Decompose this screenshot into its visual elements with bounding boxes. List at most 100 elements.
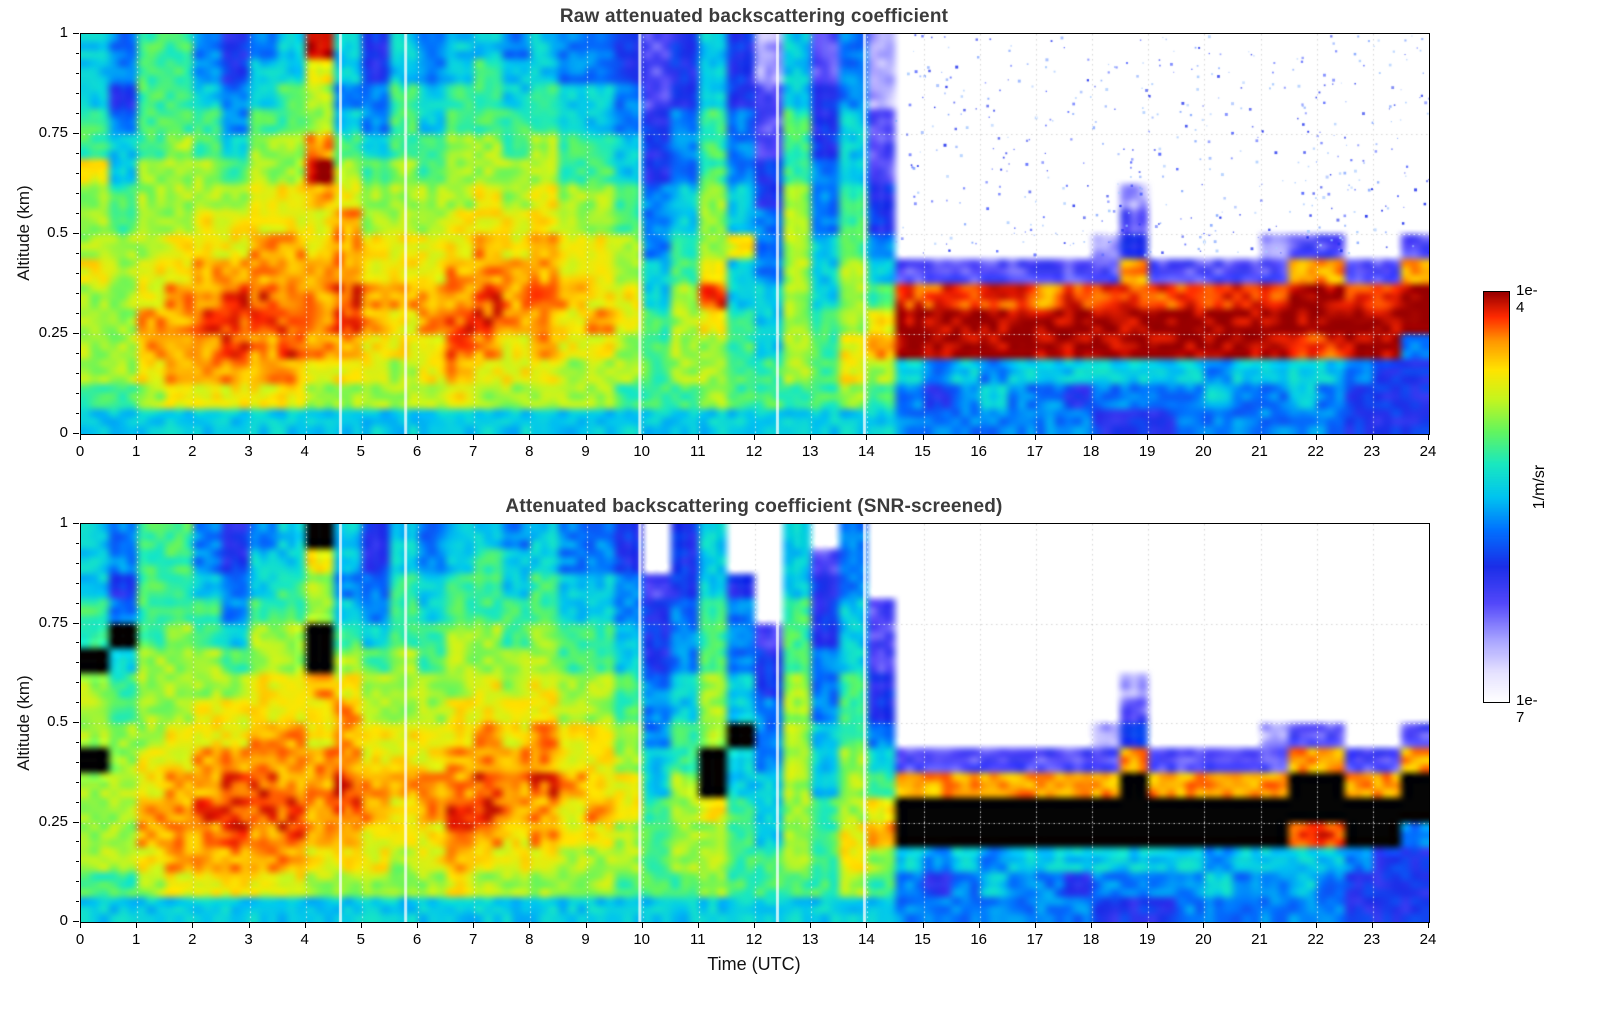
x-tick bbox=[1259, 923, 1261, 928]
screened-panel-title: Attenuated backscattering coefficient (S… bbox=[505, 496, 1003, 517]
y-tick bbox=[73, 133, 79, 134]
x-tick bbox=[1428, 923, 1429, 928]
y-tick-label: 0.75 bbox=[38, 124, 68, 141]
y-tick-label: 0.5 bbox=[47, 713, 68, 730]
x-tick-label: 11 bbox=[690, 443, 706, 460]
x-tick bbox=[1147, 923, 1149, 928]
x-tick bbox=[1371, 923, 1373, 928]
x-tick-label: 14 bbox=[857, 931, 875, 948]
screened-panel-x-ticks: 0 1 2 3 4 5 6 7 8 9 10 11 12 13 14 15 16 17 18 19 20 21 22 23 24 bbox=[76, 923, 1436, 951]
x-tick-label: 10 bbox=[633, 443, 650, 460]
x-tick bbox=[1091, 435, 1092, 440]
y-minor-tick bbox=[76, 213, 79, 214]
y-tick-label: 0.5 bbox=[47, 224, 68, 241]
x-tick bbox=[866, 435, 868, 440]
y-minor-tick bbox=[76, 313, 79, 314]
x-tick-label: 18 bbox=[1082, 931, 1100, 948]
y-minor-tick bbox=[76, 841, 79, 843]
y-minor-tick bbox=[76, 901, 79, 903]
x-tick-label: 1 bbox=[131, 931, 141, 948]
y-minor-tick bbox=[76, 93, 79, 94]
x-tick-label: 0 bbox=[75, 443, 85, 460]
screened-backscatter-heatmap bbox=[80, 523, 1430, 923]
x-tick-label: 21 bbox=[1251, 443, 1268, 460]
x-tick-label: 10 bbox=[633, 931, 650, 948]
x-tick bbox=[136, 435, 138, 440]
y-tick-label: 1 bbox=[59, 24, 68, 41]
x-tick-label: 3 bbox=[244, 931, 253, 948]
y-minor-tick bbox=[76, 413, 79, 414]
y-tick bbox=[73, 233, 79, 234]
colorbar-gradient bbox=[1483, 291, 1510, 703]
y-minor-tick bbox=[76, 702, 79, 704]
x-tick-label: 15 bbox=[914, 931, 931, 948]
x-tick-label: 20 bbox=[1194, 443, 1212, 460]
x-tick-label: 3 bbox=[244, 443, 253, 460]
x-tick bbox=[978, 923, 980, 928]
x-tick-label: 16 bbox=[970, 931, 987, 948]
y-minor-tick bbox=[76, 582, 79, 584]
x-tick-label: 0 bbox=[75, 931, 85, 948]
x-tick bbox=[80, 923, 81, 928]
x-tick bbox=[922, 435, 924, 440]
x-tick-label: 13 bbox=[801, 443, 819, 460]
x-tick-label: 7 bbox=[468, 931, 478, 948]
x-tick bbox=[1315, 923, 1317, 928]
x-tick bbox=[473, 435, 475, 440]
x-tick-label: 16 bbox=[970, 443, 987, 460]
x-tick-label: 13 bbox=[801, 931, 819, 948]
x-tick-label: 12 bbox=[745, 443, 763, 460]
x-tick-label: 9 bbox=[581, 443, 590, 460]
y-tick-label: 0.25 bbox=[38, 324, 68, 341]
x-tick bbox=[192, 435, 194, 440]
y-minor-tick bbox=[76, 153, 79, 154]
x-tick-label: 24 bbox=[1419, 443, 1437, 460]
y-minor-tick bbox=[76, 373, 79, 374]
y-minor-tick bbox=[76, 273, 79, 274]
y-minor-tick bbox=[76, 741, 79, 743]
x-tick bbox=[866, 923, 868, 928]
y-tick bbox=[73, 821, 79, 823]
y-minor-tick bbox=[76, 801, 79, 803]
y-tick bbox=[73, 722, 79, 723]
x-tick-label: 24 bbox=[1419, 931, 1437, 948]
x-tick bbox=[529, 435, 531, 440]
x-tick bbox=[1034, 435, 1036, 440]
x-tick bbox=[922, 923, 924, 928]
x-tick bbox=[304, 435, 306, 440]
x-tick bbox=[585, 923, 587, 928]
x-tick bbox=[473, 923, 475, 928]
x-tick bbox=[810, 435, 812, 440]
x-tick bbox=[1259, 435, 1261, 440]
colorbar-unit-label: 1/m/sr bbox=[1531, 464, 1548, 510]
x-tick bbox=[248, 923, 250, 928]
y-minor-tick bbox=[76, 193, 79, 194]
x-tick-label: 19 bbox=[1138, 443, 1156, 460]
y-tick bbox=[73, 33, 79, 34]
x-tick-label: 2 bbox=[188, 931, 197, 948]
x-tick-label: 4 bbox=[300, 931, 309, 948]
y-minor-tick bbox=[76, 642, 79, 644]
x-tick bbox=[1428, 435, 1429, 440]
x-tick-label: 20 bbox=[1194, 931, 1212, 948]
y-minor-tick bbox=[76, 353, 79, 354]
x-tick bbox=[754, 923, 755, 928]
x-tick-label: 8 bbox=[525, 443, 534, 460]
x-tick-label: 7 bbox=[468, 443, 478, 460]
x-tick-label: 18 bbox=[1082, 443, 1100, 460]
y-minor-tick bbox=[76, 881, 79, 883]
x-tick bbox=[1371, 435, 1373, 440]
x-tick-label: 6 bbox=[412, 443, 422, 460]
y-minor-tick bbox=[76, 682, 79, 684]
x-tick bbox=[360, 435, 362, 440]
raw-backscatter-heatmap bbox=[80, 33, 1430, 435]
x-tick bbox=[978, 435, 980, 440]
x-tick bbox=[80, 435, 81, 440]
y-minor-tick bbox=[76, 861, 79, 863]
y-tick-label: 0 bbox=[59, 424, 68, 441]
x-tick bbox=[529, 923, 531, 928]
x-tick-label: 22 bbox=[1307, 443, 1324, 460]
x-tick-label: 11 bbox=[690, 931, 706, 948]
x-tick-label: 14 bbox=[857, 443, 875, 460]
x-tick-label: 9 bbox=[581, 931, 590, 948]
